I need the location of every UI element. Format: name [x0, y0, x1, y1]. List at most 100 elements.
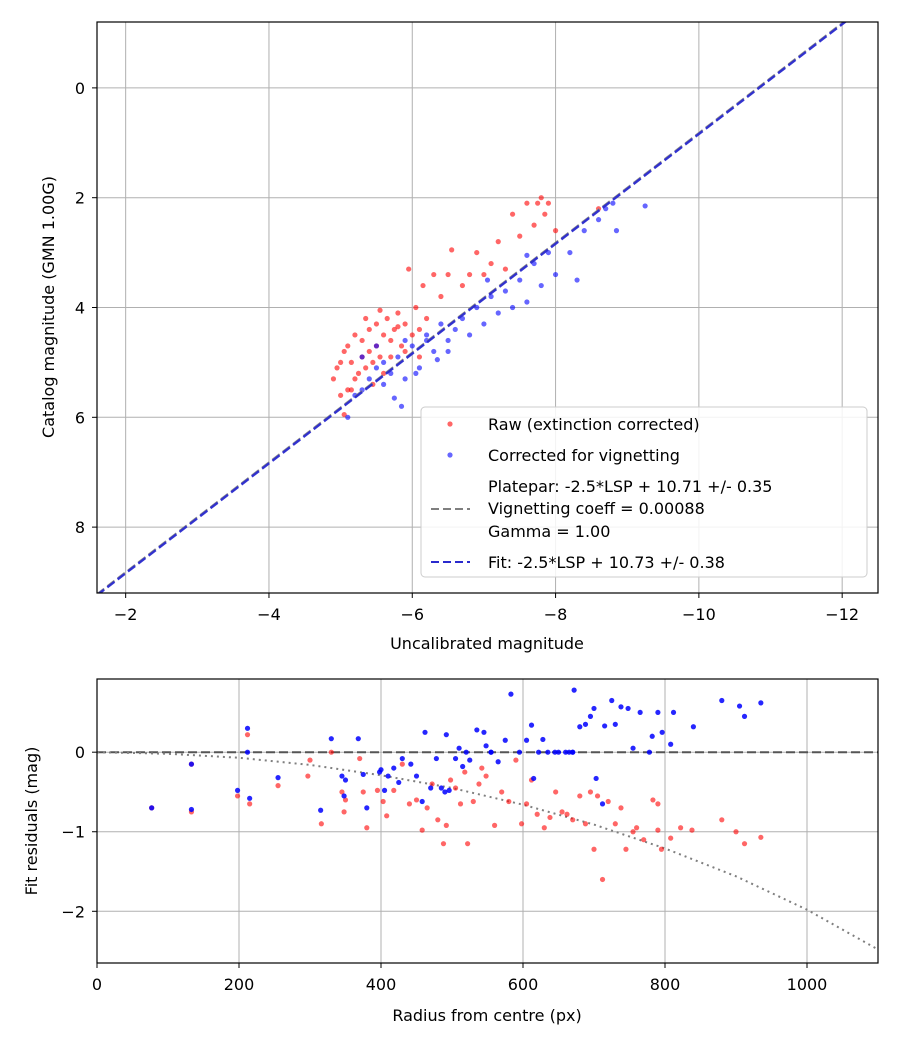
residual-raw-point	[623, 846, 629, 852]
residual-corrected-point	[275, 775, 281, 781]
raw-point	[345, 387, 351, 393]
bottom-x-axis-label: Radius from centre (px)	[392, 1006, 581, 1025]
residual-corrected-point	[625, 705, 631, 712]
residual-corrected-point	[630, 745, 636, 751]
residual-raw-point	[599, 876, 606, 883]
top-y-tick-label: 6	[75, 408, 85, 427]
raw-point	[495, 239, 501, 245]
residual-corrected-point	[577, 724, 583, 730]
raw-point	[488, 260, 494, 267]
corrected-point	[517, 277, 523, 283]
residual-corrected-point	[396, 779, 402, 786]
residual-corrected-point	[540, 736, 546, 743]
bottom-grid	[96, 679, 878, 963]
residual-corrected-point	[659, 729, 665, 735]
corrected-point	[524, 252, 530, 258]
residual-corrected-point	[474, 727, 480, 733]
raw-point	[531, 222, 537, 228]
raw-point	[545, 200, 552, 206]
residual-corrected-point	[391, 765, 397, 771]
residual-corrected-point	[670, 709, 677, 716]
bottom-axes: 0 200 400 600 800 1000 −2 −1 0 Radius from centr…	[22, 678, 879, 1025]
raw-point	[384, 315, 390, 322]
raw-point	[409, 332, 415, 338]
legend-platepar-line3: Gamma = 1.00	[488, 522, 610, 541]
raw-point	[348, 387, 354, 393]
raw-point	[420, 282, 426, 289]
bottom-axes-frame	[96, 678, 879, 964]
residual-corrected-point	[443, 732, 449, 738]
corrected-point	[345, 414, 351, 420]
corrected-point	[484, 277, 491, 283]
residual-corrected-point	[419, 798, 425, 805]
residual-raw-point	[247, 801, 253, 807]
residual-corrected-point	[528, 722, 535, 728]
residual-corrected-point	[668, 741, 674, 747]
raw-point	[481, 271, 487, 278]
bottom-ticks: 0 200 400 600 800 1000 −2 −1 0	[61, 743, 827, 994]
residual-raw-point	[443, 822, 449, 828]
residual-corrected-point	[364, 805, 370, 811]
raw-point	[338, 359, 344, 366]
residual-raw-point	[342, 797, 349, 803]
raw-point	[413, 304, 419, 311]
corrected-point	[431, 348, 437, 355]
bottom-x-tick-label: 0	[92, 975, 102, 994]
top-x-tick-label: −10	[682, 605, 716, 624]
top-ticks: −2 −4 −6 −8 −10 −12 0 2 4 6 8	[75, 79, 859, 624]
residual-raw-point	[465, 841, 471, 847]
residual-raw-point	[384, 813, 390, 819]
residual-raw-point	[452, 785, 459, 791]
residual-raw-point	[499, 789, 505, 795]
residual-corrected-point	[433, 755, 439, 762]
residual-raw-point	[483, 773, 489, 779]
residual-corrected-point	[422, 729, 428, 735]
residual-raw-point	[655, 827, 661, 833]
residual-corrected-point	[244, 725, 251, 731]
residual-raw-point	[435, 817, 441, 823]
corrected-point	[642, 203, 648, 209]
residual-raw-point	[447, 777, 454, 783]
corrected-point	[359, 354, 365, 360]
residual-raw-point	[612, 821, 618, 827]
residual-corrected-point	[467, 757, 473, 763]
residual-raw-point	[339, 789, 345, 795]
corrected-point	[466, 332, 473, 338]
raw-point	[509, 211, 516, 217]
residual-corrected-point	[758, 700, 764, 706]
raw-point	[366, 326, 372, 333]
residual-raw-point	[492, 822, 498, 828]
residual-raw-point	[479, 765, 485, 771]
residual-corrected-point	[342, 777, 349, 783]
residual-corrected-point	[456, 745, 462, 751]
legend-platepar-line1: Platepar: -2.5*LSP + 10.71 +/- 0.35	[488, 477, 772, 496]
residual-corrected-point	[452, 755, 459, 762]
bottom-x-tick-label: 600	[508, 975, 539, 994]
residual-corrected-point	[460, 763, 466, 770]
residual-corrected-point	[438, 785, 444, 791]
raw-point	[338, 392, 344, 398]
raw-point	[466, 271, 473, 278]
raw-point	[373, 321, 380, 327]
raw-point	[416, 354, 423, 360]
bottom-y-axis-label: Fit residuals (mag)	[22, 747, 41, 896]
top-y-axis-label: Catalog magnitude (GMN 1.00G)	[39, 176, 58, 438]
corrected-point	[595, 217, 602, 223]
residual-raw-point	[582, 821, 589, 827]
residual-corrected-point	[741, 713, 748, 719]
raw-point	[334, 365, 340, 371]
residual-raw-point	[719, 817, 725, 823]
residual-corrected-point	[247, 795, 253, 801]
top-x-tick-label: −8	[544, 605, 568, 624]
residual-corrected-point	[618, 704, 624, 710]
residual-raw-point	[328, 749, 334, 755]
top-y-tick-label: 0	[75, 79, 85, 98]
corrected-point	[574, 277, 580, 283]
legend-corrected-marker	[447, 452, 453, 458]
residual-corrected-point	[690, 724, 697, 730]
corrected-point	[502, 288, 509, 294]
residual-raw-point	[618, 805, 624, 811]
raw-point	[330, 376, 337, 382]
raw-point	[366, 348, 372, 355]
